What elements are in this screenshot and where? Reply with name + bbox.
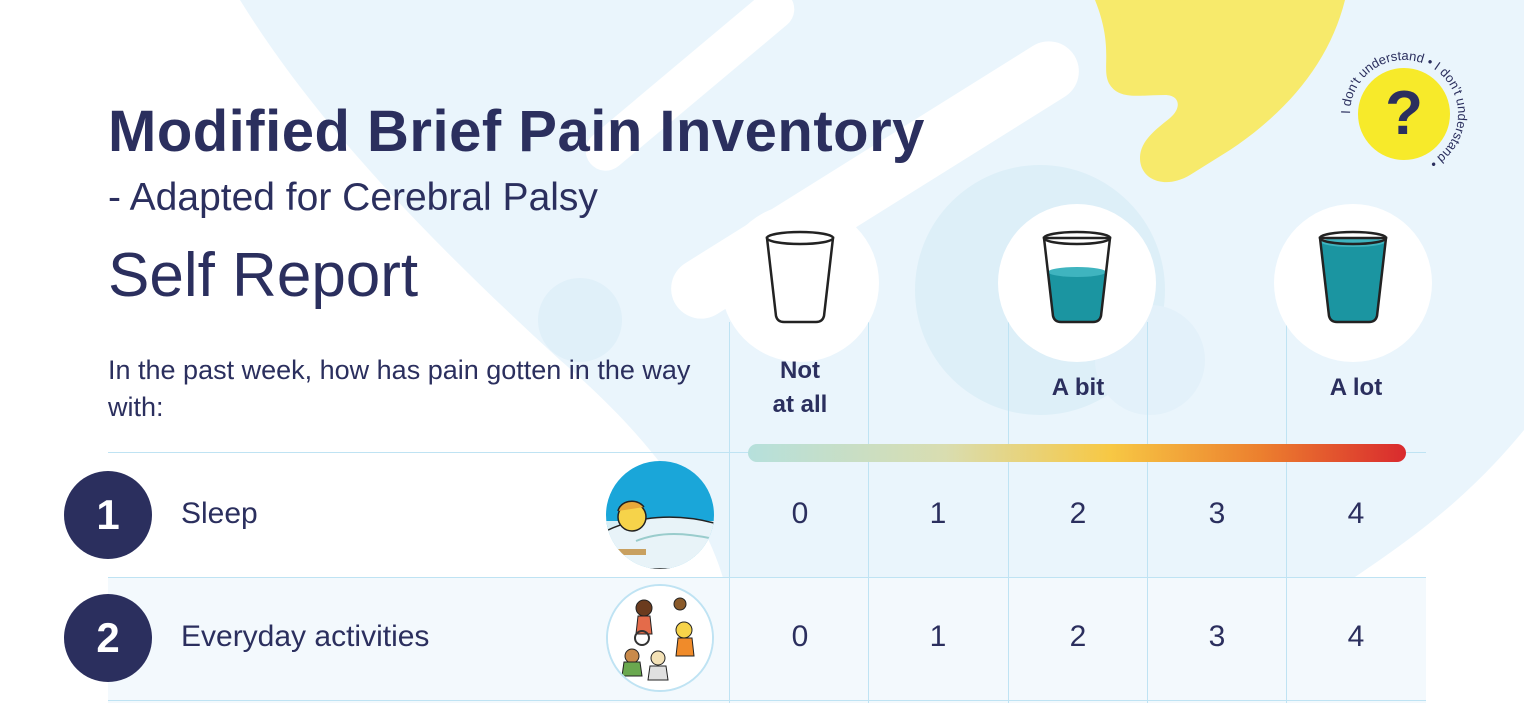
question-mark-icon	[1358, 68, 1450, 160]
score-0[interactable]: 0	[791, 497, 809, 530]
question-prompt: In the past week, how has pain gotten in…	[108, 355, 691, 422]
row-divider	[108, 700, 1426, 701]
score-0[interactable]: 0	[791, 620, 809, 653]
svg-text:?: ?	[1385, 79, 1423, 148]
page-subtitle: - Adapted for Cerebral Palsy	[108, 176, 598, 219]
glass-empty	[721, 204, 879, 362]
item-label-everyday-activities: Everyday activities	[181, 620, 430, 653]
row-background-2	[108, 577, 1426, 703]
glass-half	[998, 204, 1156, 362]
score-2[interactable]: 2	[1069, 620, 1087, 653]
column-divider	[729, 322, 730, 703]
column-divider	[868, 322, 869, 703]
column-divider	[1008, 322, 1009, 703]
column-divider	[1147, 322, 1148, 703]
report-type: Self Report	[108, 241, 419, 310]
score-1[interactable]: 1	[929, 497, 947, 530]
playing-children-icon	[606, 584, 714, 692]
glass-full	[1274, 204, 1432, 362]
score-2[interactable]: 2	[1069, 497, 1087, 530]
header-not-at-all: Not at all	[772, 357, 828, 418]
column-divider	[1286, 322, 1287, 703]
pain-scale-gradient	[748, 444, 1406, 462]
sleeping-child-icon	[606, 461, 714, 569]
page-title: Modified Brief Pain Inventory	[108, 99, 925, 164]
full-glass-icon	[1318, 230, 1388, 324]
header-a-bit: A bit	[1051, 374, 1105, 401]
item-label-sleep: Sleep	[181, 497, 258, 530]
score-4[interactable]: 4	[1347, 620, 1365, 653]
score-1[interactable]: 1	[929, 620, 947, 653]
empty-glass-icon	[765, 230, 835, 324]
half-glass-icon	[1042, 230, 1112, 324]
header-a-lot: A lot	[1329, 374, 1383, 401]
score-3[interactable]: 3	[1208, 620, 1226, 653]
score-4[interactable]: 4	[1347, 497, 1365, 530]
item-number-2: 2	[64, 594, 152, 682]
item-number-1: 1	[64, 471, 152, 559]
row-divider	[108, 577, 1426, 578]
dont-understand-button[interactable]: ? I don't understand • I don't understan…	[1338, 48, 1470, 180]
score-3[interactable]: 3	[1208, 497, 1226, 530]
